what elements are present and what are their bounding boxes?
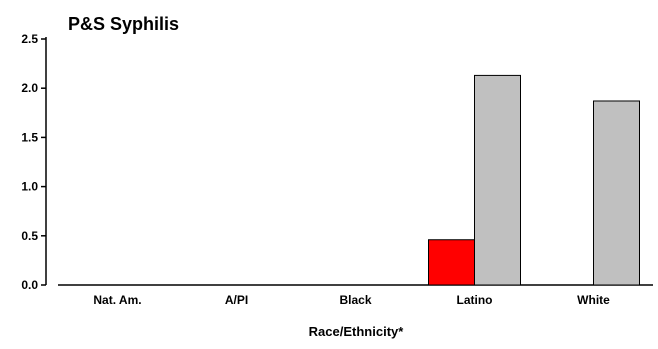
y-tick-label: 2.0: [21, 81, 38, 95]
x-categories: Nat. Am. A/PI Black Latino White: [93, 293, 610, 307]
y-tick-label: 1.5: [21, 130, 38, 144]
x-category-label: White: [577, 293, 610, 307]
bar-latino-series-1: [428, 239, 475, 286]
x-category-label: A/PI: [225, 293, 248, 307]
y-ticks: 0.0 0.5 1.0 1.5 2.0 2.5: [21, 32, 46, 292]
bars: [428, 74, 640, 286]
bar-white-series-2: [593, 100, 640, 286]
y-tick-label: 0.0: [21, 278, 38, 292]
y-tick-label: 1.0: [21, 180, 38, 194]
x-axis-title: Race/Ethnicity*: [309, 324, 405, 339]
bar-latino-series-2: [474, 74, 521, 286]
x-category-label: Latino: [457, 293, 493, 307]
y-tick-label: 2.5: [21, 32, 38, 46]
x-category-label: Nat. Am.: [93, 293, 141, 307]
x-category-label: Black: [339, 293, 371, 307]
chart-title: P&S Syphilis: [68, 14, 179, 34]
y-tick-label: 0.5: [21, 229, 38, 243]
